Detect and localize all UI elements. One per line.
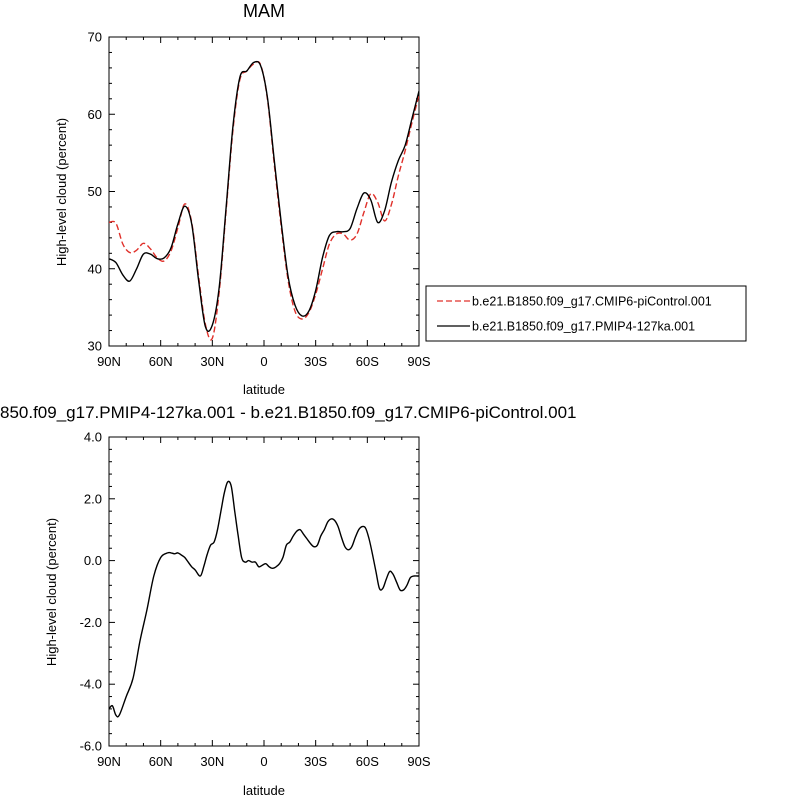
series-line-1: [109, 60, 419, 332]
y-tick-label: -2.0: [80, 615, 102, 630]
legend-entry-picontrol: b.e21.B1850.f09_g17.CMIP6-piControl.001: [472, 295, 712, 309]
plot-area: 90N 60N 30N 0 30S 60S 90S -6.0 -4.0 -2.0 0.0 2.0 4.0: [80, 430, 431, 770]
y-tick-label: -4.0: [80, 677, 102, 692]
chart-difference: 850.f09_g17.PMIP4-127ka.001 - b.e21.B185…: [0, 403, 577, 798]
x-tick-label: 0: [260, 754, 267, 769]
x-tick-label: 60N: [149, 354, 173, 369]
x-tick-label: 60S: [356, 754, 379, 769]
y-tick-label: 4.0: [84, 430, 102, 445]
plot-area: 90N 60N 30N 0 30S 60S 90S 30 40 50 60 70: [88, 30, 431, 370]
x-tick-label: 90N: [97, 754, 121, 769]
x-tick-label: 90S: [407, 754, 430, 769]
y-tick-label: 60: [88, 107, 102, 122]
y-axis-label: High-level cloud (percent): [44, 518, 59, 666]
chart-title: MAM: [243, 1, 285, 21]
y-tick-label: 30: [88, 339, 102, 354]
chart-title: 850.f09_g17.PMIP4-127ka.001 - b.e21.B185…: [0, 403, 577, 422]
x-tick-label: 30S: [304, 754, 327, 769]
plot-frame: [108, 436, 420, 747]
x-tick-label: 0: [260, 354, 267, 369]
x-tick-label: 30N: [200, 754, 224, 769]
y-axis-label: High-level cloud (percent): [54, 118, 69, 266]
x-tick-label: 30S: [304, 354, 327, 369]
x-axis-label: latitude: [243, 382, 285, 397]
x-tick-label: 90N: [97, 354, 121, 369]
y-tick-label: -6.0: [80, 739, 102, 754]
chart-mam: MAM latitude High-level cloud (percent) …: [54, 1, 431, 397]
x-tick-label: 60S: [356, 354, 379, 369]
plot-frame: [108, 36, 420, 347]
series-line-0: [109, 480, 419, 718]
y-tick-label: 50: [88, 184, 102, 199]
y-tick-label: 2.0: [84, 491, 102, 506]
legend-entry-127ka: b.e21.B1850.f09_g17.PMIP4-127ka.001: [472, 320, 695, 334]
x-axis-label: latitude: [243, 783, 285, 798]
legend-box: [425, 285, 747, 342]
y-tick-label: 70: [88, 30, 102, 45]
x-tick-label: 90S: [407, 354, 430, 369]
series-line-0: [109, 61, 419, 341]
x-tick-label: 60N: [149, 754, 173, 769]
x-tick-label: 30N: [200, 354, 224, 369]
y-tick-label: 0.0: [84, 553, 102, 568]
y-tick-label: 40: [88, 261, 102, 276]
legend: b.e21.B1850.f09_g17.CMIP6-piControl.001 …: [425, 285, 747, 342]
